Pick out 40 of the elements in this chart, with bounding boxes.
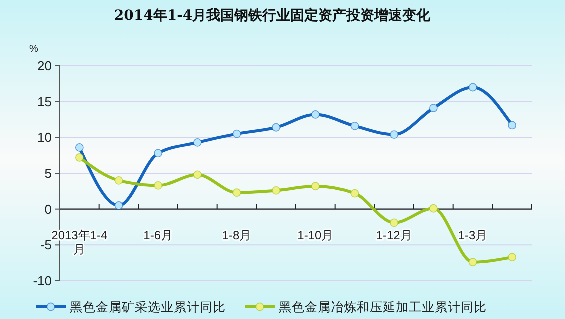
point [154,149,163,158]
point [75,144,84,152]
point [429,104,438,112]
point [232,188,242,198]
y-tick-label: 10 [38,130,52,146]
point [193,138,202,147]
y-tick-label: 20 [38,58,52,74]
x-tick-label: 1-6月 [144,228,174,242]
y-tick-label: -10 [33,274,52,289]
y-tick-label: -5 [40,238,52,253]
point [468,83,478,92]
point [429,204,438,213]
point [75,154,84,162]
point [350,189,360,198]
point [390,218,399,228]
x-tick-label: 1-3月 [458,228,488,242]
point [311,182,320,191]
point [508,121,517,130]
legend-label: 黑色金属冶炼和压延加工业累计同比 [279,300,487,314]
x-tick-label: 1-8月 [222,228,252,242]
point [468,258,478,267]
point [232,130,242,138]
chart-title: 2014年1-4月我国钢铁行业固定资产投资增速变化 [114,7,432,24]
y-axis-title: % [30,44,39,55]
point [272,186,281,195]
point [114,202,124,210]
point [272,123,281,132]
point [193,170,202,180]
point [114,176,124,185]
y-tick-label: 5 [44,166,52,182]
point [311,110,320,119]
y-tick-label: 15 [38,94,52,110]
y-tick-label: 0 [44,202,52,217]
point [390,130,399,139]
point [508,253,517,262]
point [350,122,360,130]
point [154,181,163,190]
x-tick-label: 1-10月 [298,228,334,242]
legend-label: 黑色金属矿采选业累计同比 [70,300,226,314]
x-tick-label: 1-12月 [376,228,412,242]
